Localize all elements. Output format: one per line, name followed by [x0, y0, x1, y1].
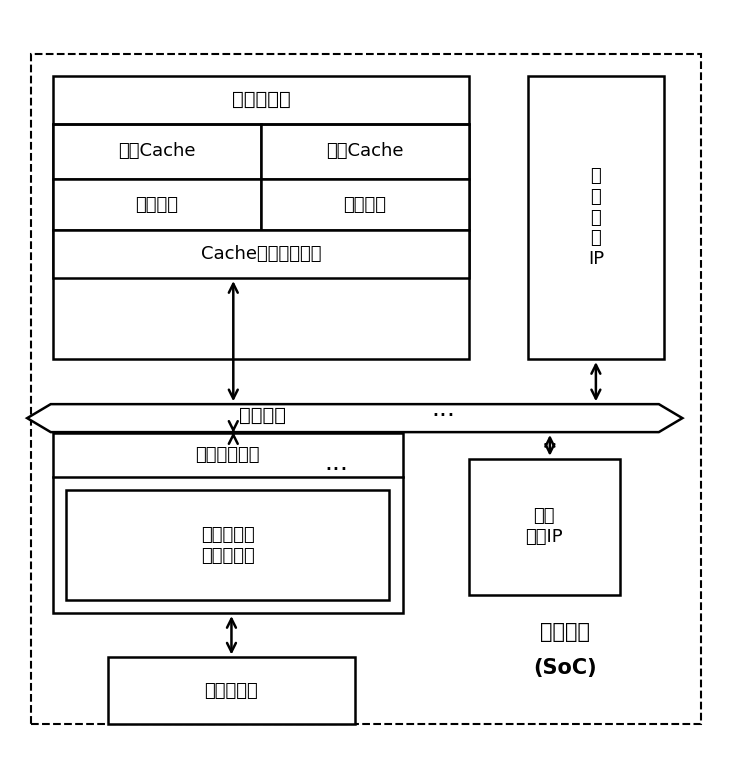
Text: Cache缺失处理逻辑: Cache缺失处理逻辑: [201, 246, 321, 263]
Text: 外部存储器: 外部存储器: [205, 681, 259, 699]
Text: 其它
功能IP: 其它 功能IP: [525, 507, 563, 546]
Text: 片上总线: 片上总线: [239, 406, 286, 425]
Text: ···: ···: [324, 457, 348, 482]
Bar: [53, 433, 403, 613]
Text: 统一的检错
与纠错逻辑: 统一的检错 与纠错逻辑: [201, 526, 255, 564]
Bar: [261, 179, 469, 230]
Text: 数据Cache: 数据Cache: [326, 142, 403, 160]
Text: 指令检错: 指令检错: [135, 196, 178, 213]
Bar: [53, 75, 469, 360]
Polygon shape: [27, 404, 682, 432]
Bar: [528, 75, 664, 360]
Bar: [108, 658, 355, 724]
Bar: [53, 124, 261, 179]
Text: 数据检错: 数据检错: [344, 196, 386, 213]
Bar: [261, 124, 469, 179]
Text: 存储器控制器: 存储器控制器: [196, 446, 260, 464]
Bar: [53, 230, 469, 278]
Text: 系统芯片: 系统芯片: [539, 621, 590, 641]
Bar: [67, 490, 389, 600]
Text: 其
它
功
能
IP: 其 它 功 能 IP: [588, 167, 604, 268]
Text: 指令Cache: 指令Cache: [118, 142, 196, 160]
Bar: [53, 179, 261, 230]
Bar: [469, 459, 620, 594]
Text: 主控处理器: 主控处理器: [231, 90, 290, 109]
Text: (SoC): (SoC): [533, 658, 596, 678]
Text: ···: ···: [431, 404, 455, 428]
